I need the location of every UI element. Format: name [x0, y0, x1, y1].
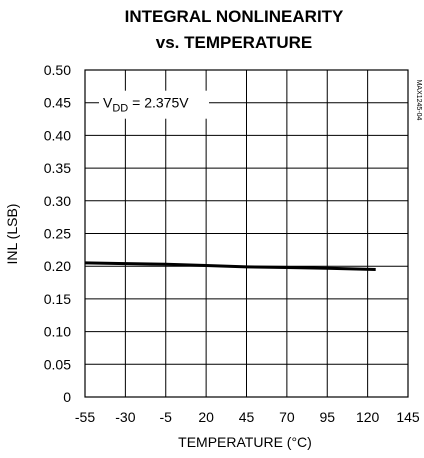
y-tick-labels: 0 0.05 0.10 0.15 0.20 0.25 0.30 0.35 0.40 0.45 0.5… — [44, 62, 71, 405]
x-tick-label: -55 — [75, 409, 95, 425]
y-tick-label: 0.05 — [44, 356, 71, 372]
vdd-annotation-prefix: V — [103, 95, 113, 111]
x-tick-labels: -55 -30 -5 20 45 70 95 120 145 — [75, 409, 420, 425]
x-tick-label: 95 — [319, 409, 335, 425]
series-line — [84, 261, 376, 271]
y-tick-label: 0.25 — [44, 226, 71, 242]
x-tick-label: 120 — [356, 409, 380, 425]
plot-frame — [84, 69, 409, 398]
annotation-background — [99, 90, 209, 119]
grid — [85, 70, 408, 397]
y-tick-label: 0.15 — [44, 291, 71, 307]
x-axis-label: TEMPERATURE (°C) — [178, 434, 312, 450]
y-tick-label: 0.10 — [44, 324, 71, 340]
y-tick-label: 0.40 — [44, 127, 71, 143]
y-tick-label: 0.45 — [44, 95, 71, 111]
chart-title-line-2: vs. TEMPERATURE — [156, 33, 313, 52]
x-tick-label: 45 — [239, 409, 255, 425]
part-number-label: MAX1245-04 — [415, 80, 422, 121]
vdd-annotation-subscript: DD — [112, 103, 128, 115]
x-tick-label: -5 — [160, 409, 173, 425]
x-tick-label: 145 — [396, 409, 420, 425]
y-tick-label: 0 — [63, 389, 71, 405]
vdd-annotation-suffix: = 2.375V — [128, 95, 189, 111]
y-axis-label: INL (LSB) — [4, 204, 20, 265]
x-tick-label: 70 — [279, 409, 295, 425]
y-tick-label: 0.30 — [44, 193, 71, 209]
y-tick-label: 0.20 — [44, 258, 71, 274]
y-tick-label: 0.35 — [44, 160, 71, 176]
chart-title-line-1: INTEGRAL NONLINEARITY — [125, 7, 344, 26]
y-tick-label: 0.50 — [44, 62, 71, 78]
x-tick-label: 20 — [198, 409, 214, 425]
x-tick-label: -30 — [115, 409, 135, 425]
vdd-annotation: VDD = 2.375V — [103, 95, 189, 115]
